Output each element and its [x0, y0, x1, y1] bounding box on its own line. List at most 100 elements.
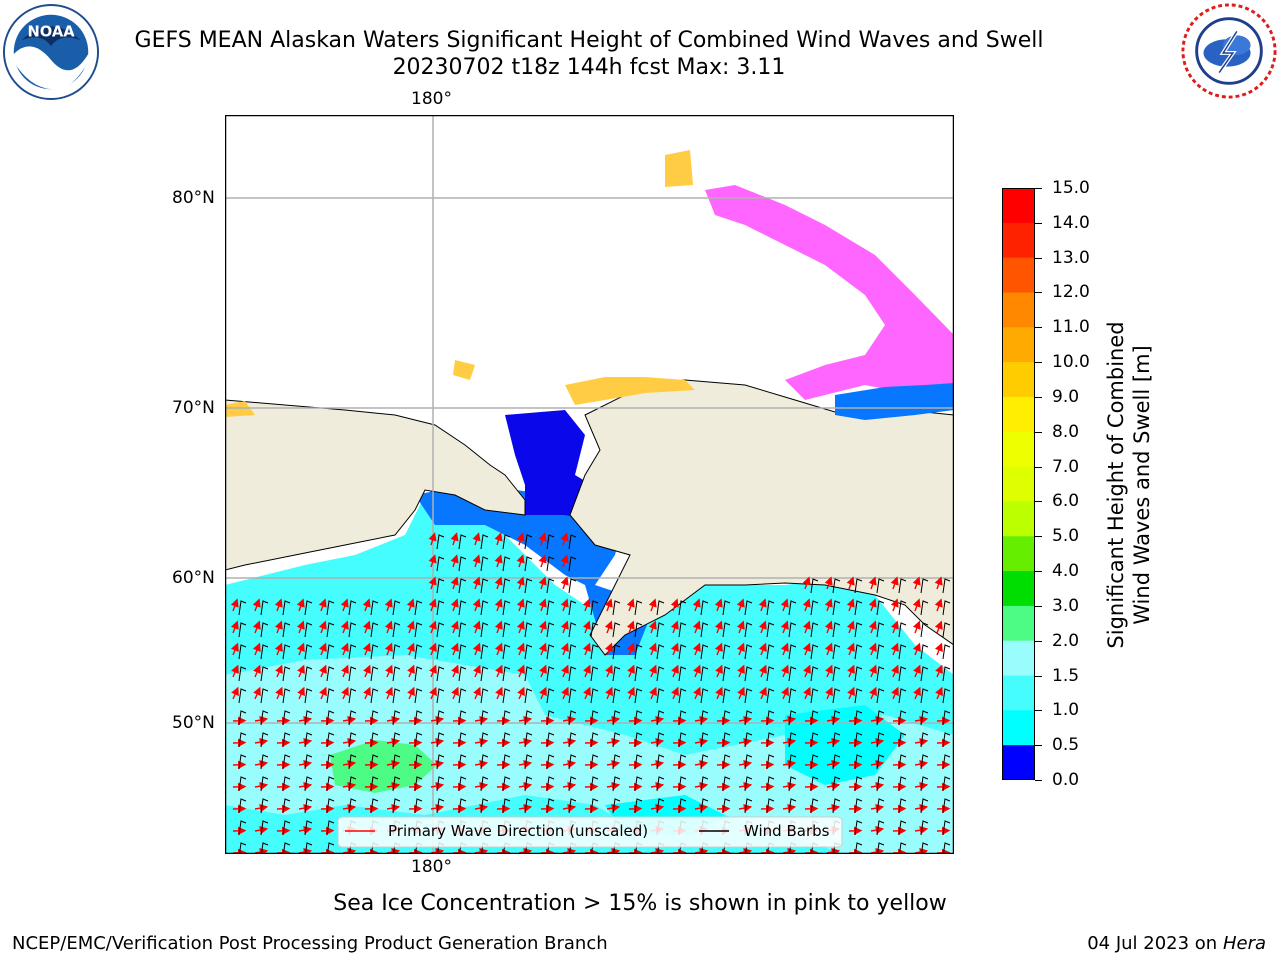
wave-arrow	[868, 620, 877, 634]
wind-barb	[942, 688, 951, 704]
wind-barb	[238, 622, 247, 638]
wave-arrow	[650, 737, 665, 747]
wind-barb	[656, 644, 665, 660]
wind-barb	[502, 798, 511, 814]
wind-barb	[942, 710, 951, 726]
wind-barb	[920, 776, 929, 792]
colorbar-segment	[1002, 536, 1035, 572]
wind-barb	[832, 798, 841, 814]
wind-barb	[502, 600, 511, 616]
colorbar-segment	[1002, 571, 1035, 607]
wind-barb	[854, 776, 863, 792]
wind-barb	[260, 842, 269, 854]
wind-barb	[348, 600, 357, 616]
wave-arrow	[890, 642, 899, 656]
colorbar-tick	[1035, 222, 1042, 224]
wave-arrow	[802, 620, 811, 634]
wind-barb	[568, 688, 577, 704]
wave-arrow	[782, 737, 797, 747]
wind-barb	[524, 534, 533, 550]
wind-barb	[898, 622, 907, 638]
colorbar-tick	[1035, 536, 1042, 538]
wind-barb	[370, 622, 379, 638]
wind-barb	[700, 776, 709, 792]
wave-arrow	[450, 554, 459, 568]
wind-barb	[436, 578, 445, 594]
wave-arrow	[738, 737, 753, 747]
wind-barb	[370, 710, 379, 726]
wave-arrow	[626, 642, 635, 656]
wave-arrow	[738, 759, 753, 769]
wind-barb	[854, 842, 863, 854]
wave-arrow	[738, 715, 753, 725]
wave-arrow	[846, 598, 855, 612]
wind-barb	[238, 644, 247, 660]
wind-barb	[282, 666, 291, 682]
wind-barb	[810, 578, 819, 594]
wind-barb	[854, 622, 863, 638]
wave-arrow	[430, 847, 445, 854]
wind-barb	[546, 776, 555, 792]
colorbar-tick	[1035, 501, 1042, 503]
wave-arrow	[231, 664, 239, 678]
wind-barb	[832, 688, 841, 704]
wave-arrow	[254, 715, 269, 725]
colorbar-tick-label: 4.0	[1052, 561, 1080, 582]
wind-barb	[634, 732, 643, 748]
wind-barb	[700, 600, 709, 616]
colorbar-tick	[1035, 675, 1042, 677]
wave-arrow	[298, 781, 313, 791]
wind-barb	[282, 710, 291, 726]
wave-arrow	[473, 664, 481, 678]
wind-barb	[458, 644, 467, 660]
wind-barb	[480, 600, 489, 616]
wave-arrow	[648, 598, 657, 612]
wave-arrow	[824, 576, 833, 590]
wind-barb	[678, 600, 687, 616]
wave-arrow	[494, 532, 503, 546]
colorbar-segment	[1002, 640, 1035, 677]
wind-barb	[414, 644, 423, 660]
wind-barb	[414, 776, 423, 792]
wave-arrow	[671, 664, 679, 678]
wind-barb	[590, 644, 599, 660]
wave-arrow	[254, 737, 269, 747]
wave-arrow	[430, 737, 445, 747]
wave-arrow	[604, 642, 613, 656]
wind-barb	[546, 710, 555, 726]
wind-barb	[436, 622, 445, 638]
wave-arrow	[738, 803, 753, 813]
wave-arrow	[538, 576, 547, 590]
wind-barb	[634, 776, 643, 792]
wave-arrow	[824, 642, 833, 656]
wind-barb	[304, 622, 313, 638]
wave-arrow	[298, 737, 313, 747]
wind-barb	[524, 776, 533, 792]
wave-arrow	[342, 847, 357, 854]
wind-barb	[678, 798, 687, 814]
colorbar-segment	[1002, 710, 1035, 746]
wind-barb	[722, 732, 731, 748]
wave-arrow	[450, 576, 459, 590]
wind-barb	[326, 644, 335, 660]
wave-arrow	[428, 620, 437, 634]
colorbar-tick-label: 7.0	[1052, 456, 1080, 477]
wind-barb	[678, 732, 687, 748]
wind-barb	[744, 732, 753, 748]
wave-arrow	[868, 576, 877, 590]
wind-barb	[414, 798, 423, 814]
wind-barbs	[238, 534, 951, 854]
wave-arrow	[671, 686, 679, 700]
wind-barb	[590, 732, 599, 748]
green-patch	[330, 740, 437, 793]
wave-arrow	[562, 715, 577, 725]
wind-barb	[260, 710, 269, 726]
wind-barb	[634, 798, 643, 814]
wave-arrow	[870, 715, 885, 725]
colorbar-tick	[1035, 466, 1042, 468]
wave-arrow	[846, 576, 855, 590]
wave-arrow	[518, 803, 533, 813]
wind-barb	[656, 798, 665, 814]
colorbar-tick-label: 15.0	[1052, 178, 1090, 198]
wind-barb	[920, 820, 929, 836]
